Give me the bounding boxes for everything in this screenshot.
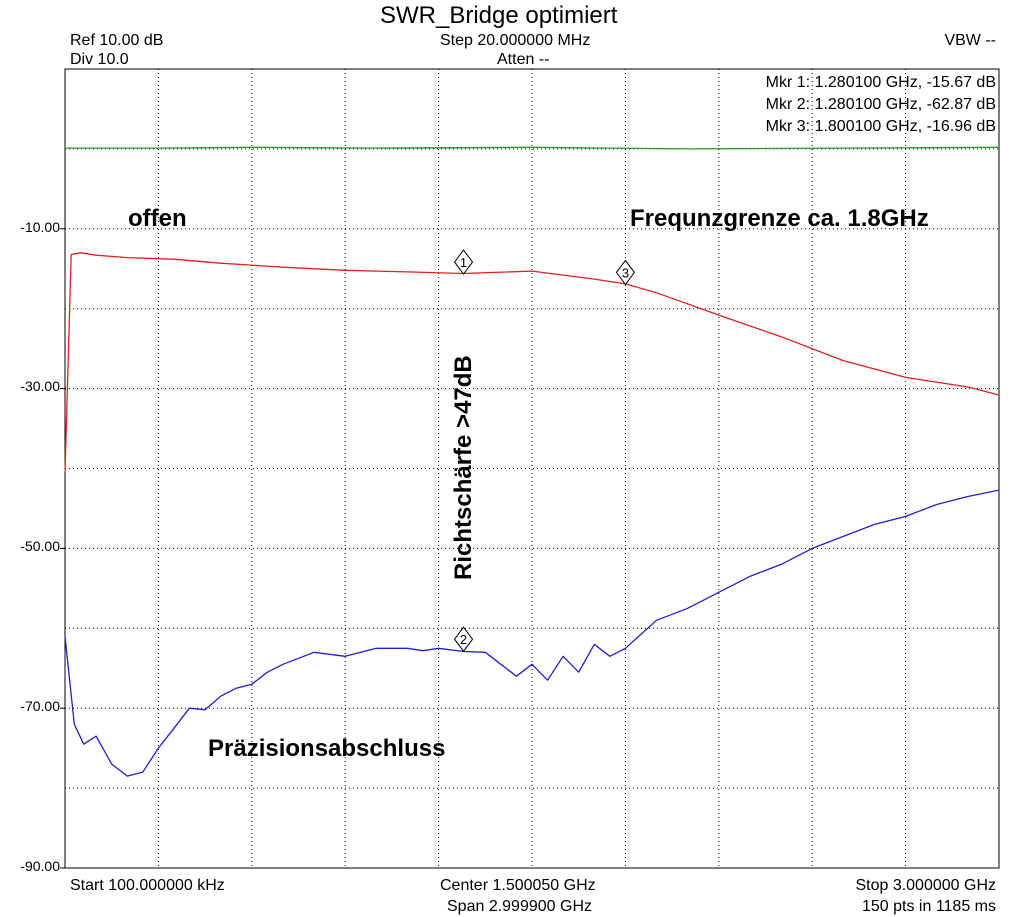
marker-1-readout: Mkr 1: 1.280100 GHz, -15.67 dB — [765, 74, 996, 91]
attenuation: Atten -- — [497, 51, 550, 68]
ref-level: Ref 10.00 dB — [70, 32, 164, 49]
marker-number: 2 — [460, 632, 467, 647]
y-tick-label: -50.00 — [20, 538, 60, 554]
stop-frequency: Stop 3.000000 GHz — [855, 877, 996, 894]
marker-number: 1 — [460, 255, 467, 270]
sweep-points: 150 pts in 1185 ms — [861, 898, 996, 915]
y-tick-label: -10.00 — [20, 219, 60, 235]
start-frequency: Start 100.000000 kHz — [70, 877, 225, 894]
annotation-directivity: Richtschärfe >47dB — [450, 355, 477, 580]
y-tick-label: -90.00 — [20, 858, 60, 874]
marker-diamond — [615, 259, 636, 286]
annotation-open: offen — [128, 205, 187, 232]
marker-2-readout: Mkr 2: 1.280100 GHz, -62.87 dB — [765, 96, 996, 113]
marker-number: 3 — [622, 265, 629, 280]
chart-title: SWR_Bridge optimiert — [380, 2, 618, 29]
marker-3-readout: Mkr 3: 1.800100 GHz, -16.96 dB — [765, 118, 996, 135]
div-scale: Div 10.0 — [70, 51, 129, 68]
center-frequency: Center 1.500050 GHz — [440, 877, 596, 894]
marker-1: 1 — [453, 249, 474, 275]
vbw: VBW -- — [944, 32, 996, 49]
marker-3: 3 — [615, 259, 636, 286]
marker-diamond — [453, 626, 474, 653]
span: Span 2.999900 GHz — [447, 898, 592, 915]
step-size: Step 20.000000 MHz — [440, 32, 591, 49]
y-tick-label: -70.00 — [20, 698, 60, 714]
series-line-1 — [65, 146, 1000, 150]
marker-2: 2 — [453, 626, 474, 653]
marker-diamond — [453, 249, 474, 275]
annotation-termination: Präzisionsabschluss — [208, 735, 446, 762]
series-line-3 — [64, 489, 1000, 777]
annotation-frequency-limit: Frequnzgrenze ca. 1.8GHz — [630, 205, 929, 232]
y-tick-label: -30.00 — [20, 378, 60, 394]
